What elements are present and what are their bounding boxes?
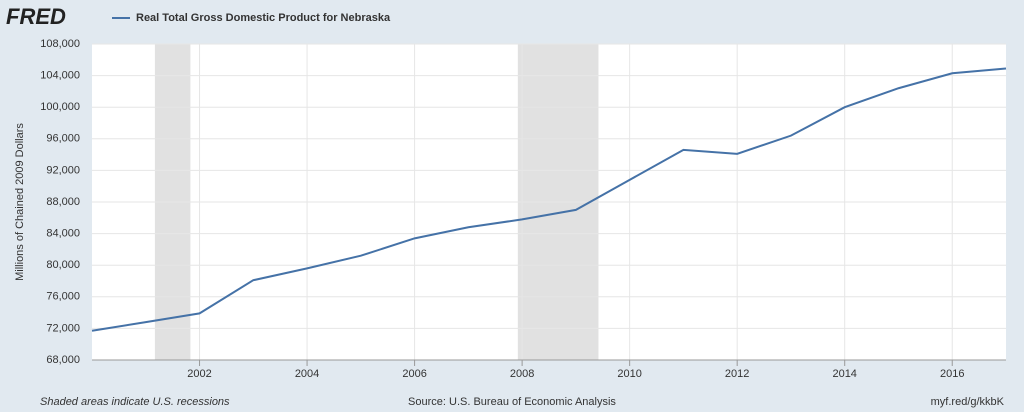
- y-tick-label: 88,000: [46, 196, 80, 208]
- x-tick-label: 2006: [402, 368, 426, 380]
- series-line: [91, 67, 1007, 332]
- x-tick-label: 2012: [725, 368, 749, 380]
- source: Source: U.S. Bureau of Economic Analysis: [408, 396, 616, 408]
- y-axis-label: Millions of Chained 2009 Dollars: [14, 123, 26, 281]
- x-tick-label: 2010: [617, 368, 641, 380]
- y-tick-label: 72,000: [46, 322, 80, 334]
- y-tick-label: 76,000: [46, 291, 80, 303]
- x-tick-label: 2002: [187, 368, 211, 380]
- x-tick-label: 2016: [940, 368, 964, 380]
- x-tick-label: 2004: [295, 368, 319, 380]
- note: Shaded areas indicate U.S. recessions: [40, 396, 230, 408]
- legend-label: Real Total Gross Domestic Product for Ne…: [136, 12, 391, 24]
- y-tick-label: 108,000: [40, 38, 80, 50]
- y-tick-label: 100,000: [40, 101, 80, 113]
- x-tick-label: 2008: [510, 368, 534, 380]
- logo: FRED: [6, 4, 66, 29]
- y-tick-label: 84,000: [46, 228, 80, 240]
- x-tick-label: 2014: [832, 368, 856, 380]
- y-tick-label: 80,000: [46, 259, 80, 271]
- y-tick-label: 68,000: [46, 354, 80, 366]
- link[interactable]: myf.red/g/kkbK: [931, 396, 1005, 408]
- y-tick-label: 96,000: [46, 133, 80, 145]
- y-tick-label: 104,000: [40, 70, 80, 82]
- y-tick-label: 92,000: [46, 164, 80, 176]
